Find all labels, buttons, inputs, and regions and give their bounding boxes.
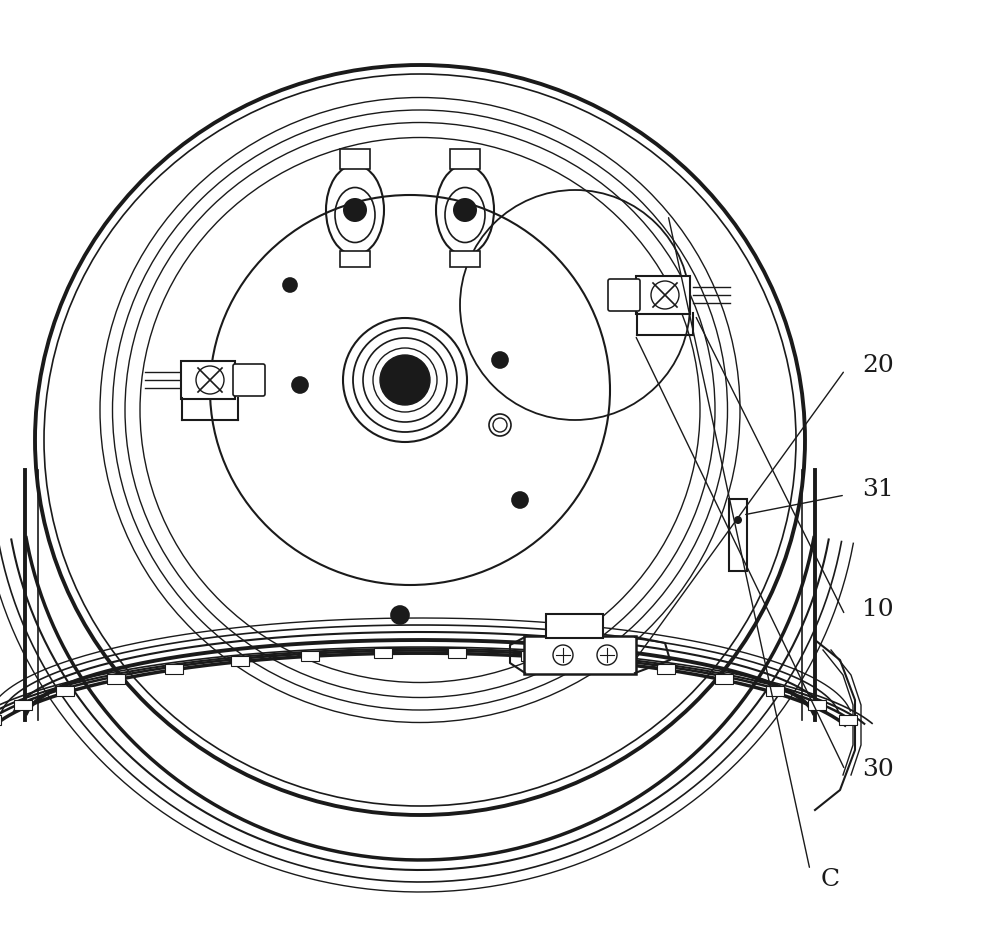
Text: 31: 31 xyxy=(862,479,894,502)
FancyBboxPatch shape xyxy=(107,674,125,684)
FancyBboxPatch shape xyxy=(450,149,480,169)
FancyBboxPatch shape xyxy=(591,656,609,667)
FancyBboxPatch shape xyxy=(715,674,733,684)
Circle shape xyxy=(343,198,367,222)
FancyBboxPatch shape xyxy=(0,715,1,725)
Text: C: C xyxy=(820,869,840,892)
FancyBboxPatch shape xyxy=(233,364,265,396)
FancyBboxPatch shape xyxy=(301,651,319,661)
FancyBboxPatch shape xyxy=(56,686,74,696)
FancyBboxPatch shape xyxy=(181,361,235,399)
FancyBboxPatch shape xyxy=(524,636,636,674)
Circle shape xyxy=(292,377,308,393)
FancyBboxPatch shape xyxy=(340,251,370,267)
Text: 30: 30 xyxy=(862,759,894,781)
Circle shape xyxy=(453,198,477,222)
FancyBboxPatch shape xyxy=(657,664,675,674)
Circle shape xyxy=(391,606,409,624)
FancyBboxPatch shape xyxy=(231,656,249,667)
FancyBboxPatch shape xyxy=(374,648,392,658)
Circle shape xyxy=(283,278,297,292)
FancyBboxPatch shape xyxy=(14,700,32,710)
FancyBboxPatch shape xyxy=(450,251,480,267)
FancyBboxPatch shape xyxy=(546,614,603,638)
Circle shape xyxy=(734,516,742,524)
FancyBboxPatch shape xyxy=(839,715,857,725)
FancyBboxPatch shape xyxy=(448,648,466,658)
Circle shape xyxy=(380,355,430,405)
FancyBboxPatch shape xyxy=(165,664,183,674)
FancyBboxPatch shape xyxy=(808,700,826,710)
FancyBboxPatch shape xyxy=(636,276,690,314)
Circle shape xyxy=(512,492,528,508)
FancyBboxPatch shape xyxy=(608,279,640,311)
FancyBboxPatch shape xyxy=(340,149,370,169)
FancyBboxPatch shape xyxy=(521,651,539,661)
Text: 10: 10 xyxy=(862,599,894,622)
FancyBboxPatch shape xyxy=(729,499,747,571)
Text: 20: 20 xyxy=(862,354,894,376)
FancyBboxPatch shape xyxy=(766,686,784,696)
Circle shape xyxy=(492,352,508,368)
